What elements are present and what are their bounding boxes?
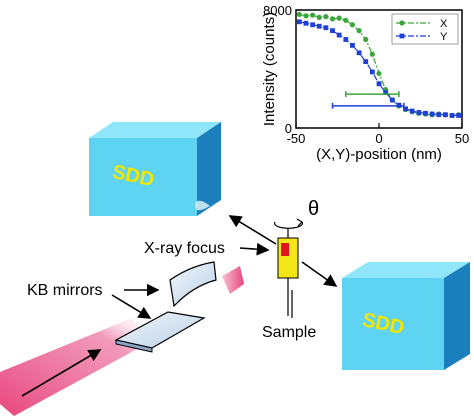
legend-marker-X xyxy=(399,20,405,26)
chart-legend: XY xyxy=(391,13,459,45)
fluorescence-arrow-to-right-sdd xyxy=(301,261,338,287)
kb-mirror-arrow-2 xyxy=(111,294,152,319)
legend-label-X: X xyxy=(440,18,448,30)
data-point-X xyxy=(316,14,322,20)
data-point-Y xyxy=(443,112,448,118)
data-point-X xyxy=(310,12,316,18)
data-point-X xyxy=(329,16,336,22)
y-axis-label: Intensity (counts) xyxy=(261,12,278,126)
data-point-Y xyxy=(429,111,435,117)
rotation-arc xyxy=(273,221,304,229)
data-point-Y xyxy=(296,19,302,25)
sdd-detector-top: SDD xyxy=(89,122,221,216)
data-point-Y xyxy=(423,110,428,116)
kb-mirrors-label: KB mirrors xyxy=(27,282,103,299)
data-point-Y xyxy=(436,112,442,118)
data-point-Y xyxy=(449,113,455,118)
data-point-Y xyxy=(303,20,309,26)
data-point-X xyxy=(336,15,342,21)
data-point-Y xyxy=(416,110,422,115)
data-point-Y xyxy=(363,59,369,65)
flow-arrows xyxy=(111,215,338,319)
data-point-Y xyxy=(323,25,329,31)
x-tick-label: 50 xyxy=(455,131,469,146)
series-layer xyxy=(296,11,462,119)
data-point-Y xyxy=(389,97,395,103)
beam-direction-arrow xyxy=(21,349,102,397)
sample-spot xyxy=(281,243,289,256)
data-point-Y xyxy=(350,43,355,48)
x-tick-label: -50 xyxy=(287,131,306,146)
data-point-X xyxy=(363,36,369,43)
data-point-X xyxy=(323,14,329,20)
data-point-Y xyxy=(310,22,315,28)
data-point-Y xyxy=(383,90,389,95)
data-point-X xyxy=(349,22,356,28)
incoming-xray-beam xyxy=(0,318,150,416)
data-point-Y xyxy=(376,81,382,87)
fluorescence-arrow-to-top-sdd xyxy=(228,215,277,245)
legend-box xyxy=(391,13,459,45)
xray-focus-arrow xyxy=(239,242,270,256)
y-tick-label: 0 xyxy=(285,121,292,136)
kb-mirror-vertical xyxy=(169,261,217,308)
data-point-Y xyxy=(336,32,342,38)
data-point-Y xyxy=(369,69,375,75)
legend-marker-Y xyxy=(399,33,405,39)
sample: θ xyxy=(273,198,319,316)
sdd-detector-right: SDD xyxy=(342,262,470,370)
data-point-X xyxy=(343,17,349,23)
rotation-arrow-icon xyxy=(296,218,303,227)
data-point-X xyxy=(296,11,302,18)
kb-mirror-horizontal-edge xyxy=(115,339,153,353)
x-tick-label: 0 xyxy=(375,131,382,146)
theta-symbol: θ xyxy=(308,198,319,220)
data-point-Y xyxy=(316,23,322,29)
data-point-Y xyxy=(356,50,362,56)
kb-mirrors xyxy=(114,261,217,353)
legend-label-Y: Y xyxy=(440,31,448,43)
data-point-X xyxy=(356,28,362,34)
focused-beam-segment xyxy=(222,266,244,294)
data-point-Y xyxy=(456,113,462,118)
sample-label: Sample xyxy=(262,324,316,341)
data-point-X xyxy=(376,70,382,77)
data-point-X xyxy=(303,13,309,19)
data-point-Y xyxy=(409,108,415,114)
data-point-Y xyxy=(403,106,408,112)
y-tick-label: 8000 xyxy=(263,3,292,18)
data-point-X xyxy=(369,51,375,57)
data-point-Y xyxy=(330,28,335,34)
x-axis-label: (X,Y)-position (nm) xyxy=(316,146,442,163)
xray-focus-label: X-ray focus xyxy=(144,240,225,257)
data-point-Y xyxy=(343,37,349,42)
